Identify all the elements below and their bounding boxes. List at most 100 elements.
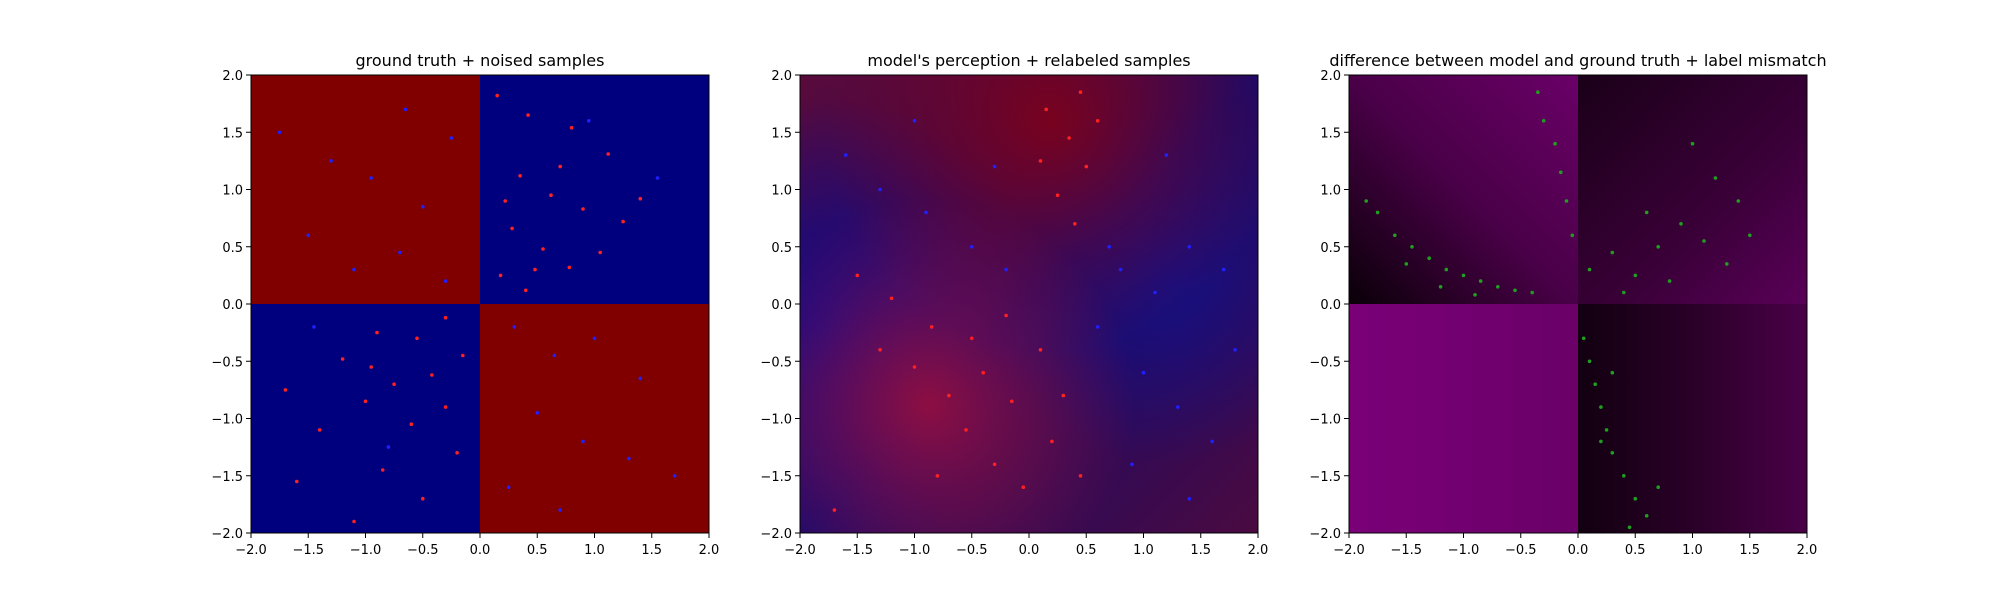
panel-3-series-0-point-1 bbox=[1393, 233, 1397, 238]
panel-1-series-0-point-1 bbox=[526, 113, 530, 117]
panel-3-x-tick-label-1: −1.5 bbox=[1390, 543, 1422, 558]
panel-1-y-tick-label-2: −1.0 bbox=[211, 413, 243, 428]
panel-3-series-0-point-36 bbox=[1593, 382, 1597, 387]
panel-1-series-0-point-11 bbox=[498, 273, 503, 278]
panel-2-series-0-point-18 bbox=[992, 462, 997, 467]
panel-2-series-1-point-17 bbox=[1107, 245, 1111, 249]
panel-2-series-0-point-26 bbox=[832, 508, 837, 512]
panel-3-series-0-point-4 bbox=[1444, 267, 1449, 272]
panel-3-y-tick-label-1: −1.5 bbox=[1309, 470, 1341, 485]
panel-2-series-0-point-25 bbox=[1078, 474, 1083, 478]
panel-1-region-top-left bbox=[251, 75, 480, 304]
panel-2-series-0-point-22 bbox=[1061, 393, 1066, 398]
panel-2-series-1-point-10 bbox=[1095, 325, 1100, 329]
panel-3-series-0-point-42 bbox=[1644, 514, 1649, 518]
panel-3-axes: −2.0 −1.5 −1.0 −0.5 0.0 0.5 1.0 1.5 2.0 −2.0 −1.5 −… bbox=[1309, 69, 1817, 558]
panel-2-series-1-point-18 bbox=[1233, 348, 1237, 352]
panel-1-series-1-point-13 bbox=[638, 376, 643, 381]
panel-1-y-tick-label-4: 0.0 bbox=[222, 298, 243, 313]
panel-2-series-1-point-0 bbox=[970, 245, 974, 249]
panel-3-series-0-point-17 bbox=[1559, 170, 1563, 175]
panel-2-x-tick-label-4: 0.0 bbox=[1019, 543, 1040, 558]
panel-1-series-1-point-15 bbox=[581, 439, 585, 444]
panel-2-x-tick-label-6: 1.0 bbox=[1133, 543, 1154, 558]
panel-2-series-0-point-4 bbox=[1073, 222, 1077, 226]
panel-1-series-0-point-14 bbox=[638, 196, 643, 201]
panel-2-x-tick-label-1: −1.5 bbox=[841, 543, 873, 558]
panel-1-series-1-point-0 bbox=[443, 279, 448, 283]
panel-1-series-0-point-31 bbox=[421, 496, 425, 501]
panel-3-series-0-point-15 bbox=[1541, 119, 1546, 123]
panel-1-x-tick-label-5: 0.5 bbox=[527, 543, 548, 558]
panel-1-series-1-point-18 bbox=[558, 508, 562, 512]
panel-1-series-0-point-23 bbox=[392, 382, 396, 387]
panel-3-y-tick-label-4: 0.0 bbox=[1320, 298, 1341, 313]
panel-1-series-1-point-14 bbox=[535, 411, 540, 415]
panel-1-series-1-point-16 bbox=[627, 456, 631, 461]
panel-2-series-1-point-13 bbox=[1210, 439, 1214, 444]
panel-3-y-tick-label-6: 1.0 bbox=[1320, 184, 1341, 199]
panel-1-series-1-point-17 bbox=[506, 485, 511, 490]
panel-1-points bbox=[277, 93, 677, 524]
panel-2-x-tick-label-0: −2.0 bbox=[784, 543, 816, 558]
panel-2-x-tick-label-3: −0.5 bbox=[956, 543, 988, 558]
panel-3-series-0-point-38 bbox=[1604, 428, 1609, 432]
panel-3-series-0-point-8 bbox=[1513, 288, 1517, 293]
panel-1-series-0-point-0 bbox=[495, 93, 500, 98]
panel-1-series-1-point-1 bbox=[398, 250, 402, 255]
panel-2-y-tick-label-8: 2.0 bbox=[771, 69, 792, 84]
panel-3-series-0-point-40 bbox=[1622, 474, 1626, 478]
panel-2-series-0-point-6 bbox=[1038, 159, 1043, 163]
panel-2-y-tick-label-0: −2.0 bbox=[760, 527, 792, 542]
panel-1-series-0-point-15 bbox=[558, 164, 562, 169]
panel-3-series-0-point-44 bbox=[1599, 439, 1603, 444]
panel-2-y-tick-label-5: 0.5 bbox=[771, 241, 792, 256]
panel-1-series-1-point-19 bbox=[672, 474, 677, 478]
panel-1-series-1-point-9 bbox=[277, 130, 282, 135]
panel-2-x-tick-label-7: 1.5 bbox=[1190, 543, 1211, 558]
panel-3-series-0-point-21 bbox=[1610, 250, 1615, 255]
panel-1-series-1-point-11 bbox=[552, 353, 557, 358]
panel-3-series-0-point-27 bbox=[1748, 233, 1752, 238]
panel-1-series-0-point-26 bbox=[409, 422, 414, 427]
panel-3-series-0-point-30 bbox=[1644, 210, 1649, 215]
panel-1-series-1-point-20 bbox=[655, 176, 660, 180]
panel-1-series-0-point-16 bbox=[503, 199, 508, 203]
panel-3-background bbox=[1349, 75, 1807, 533]
panel-2-series-0-point-0 bbox=[1044, 107, 1048, 112]
panel-2-red-blob bbox=[800, 75, 1258, 533]
panel-2-background bbox=[800, 75, 1258, 533]
panel-3-region-top-right bbox=[1578, 75, 1807, 304]
panel-2-series-0-point-21 bbox=[1038, 348, 1043, 352]
panel-3-series-0-point-19 bbox=[1570, 233, 1575, 238]
panel-1-series-0-point-12 bbox=[524, 288, 528, 293]
panel-3-y-tick-label-5: 0.5 bbox=[1320, 241, 1341, 256]
panel-2-series-0-point-2 bbox=[1084, 164, 1089, 169]
panel-3-x-tick-label-4: 0.0 bbox=[1568, 543, 1589, 558]
panel-1-region-bottom-left bbox=[251, 304, 480, 533]
panel-1-series-0-point-5 bbox=[549, 193, 553, 197]
panel-1-y-tick-label-3: −0.5 bbox=[211, 355, 243, 370]
panel-1-series-0-point-2 bbox=[569, 125, 574, 130]
panel-1-x-tick-label-1: −1.5 bbox=[292, 543, 324, 558]
panel-3-series-0-point-25 bbox=[1702, 239, 1706, 243]
panel-1-series-1-point-5 bbox=[369, 176, 374, 180]
panel-2-series-1-point-2 bbox=[878, 187, 882, 192]
panel-2-series-0-point-13 bbox=[981, 370, 985, 375]
panel-3-x-tick-label-0: −2.0 bbox=[1333, 543, 1365, 558]
panel-1-series-0-point-21 bbox=[340, 357, 345, 361]
panel-1-series-0-point-30 bbox=[295, 479, 299, 484]
panel-1-series-0-point-19 bbox=[415, 336, 419, 341]
panel-1-x-tick-label-8: 2.0 bbox=[699, 543, 720, 558]
panel-3-series-0-point-29 bbox=[1690, 141, 1695, 146]
panel-1-region-top-right bbox=[480, 75, 709, 304]
panel-2-series-1-point-16 bbox=[1004, 267, 1008, 272]
panel-2-series-0-point-9 bbox=[970, 336, 974, 341]
panel-3-region-top-left bbox=[1349, 75, 1578, 304]
panel-1-series-1-point-7 bbox=[449, 136, 454, 140]
panel-1-y-tick-label-1: −1.5 bbox=[211, 470, 243, 485]
panel-2-axes: −2.0 −1.5 −1.0 −0.5 0.0 0.5 1.0 1.5 2.0 −2.0 −1.5 −… bbox=[760, 69, 1268, 558]
panel-1-series-0-point-32 bbox=[352, 519, 356, 524]
panel-3-series-0-point-24 bbox=[1679, 222, 1683, 226]
panel-1-x-tick-label-6: 1.0 bbox=[584, 543, 605, 558]
